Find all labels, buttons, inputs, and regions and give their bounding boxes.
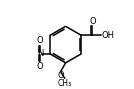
Text: OH: OH [101, 31, 114, 40]
Text: O: O [89, 17, 96, 26]
Text: CH₃: CH₃ [58, 79, 72, 88]
Text: O: O [58, 71, 64, 80]
Text: O: O [37, 62, 44, 71]
Text: O: O [37, 36, 44, 45]
Text: N: N [37, 49, 43, 58]
